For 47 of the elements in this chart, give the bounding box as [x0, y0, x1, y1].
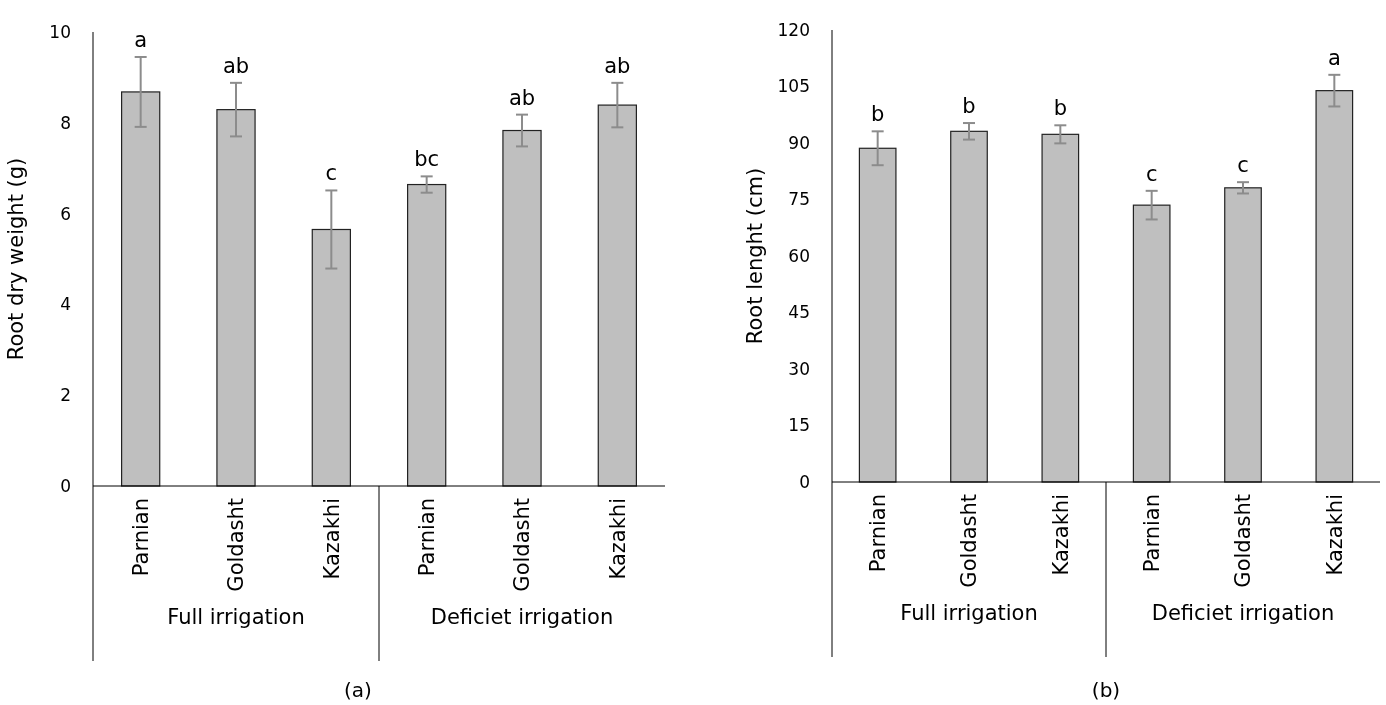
x-tick-label: Goldasht [224, 498, 249, 592]
data-label: c [1237, 153, 1249, 178]
y-tick-label: 120 [777, 19, 810, 40]
y-axis-title: Root lenght (cm) [743, 167, 767, 345]
data-label: ab [604, 53, 631, 78]
x-tick-label: Goldasht [957, 494, 982, 588]
y-tick-label: 6 [60, 203, 71, 224]
y-tick-label: 90 [788, 132, 810, 153]
data-label: b [870, 102, 885, 127]
y-tick-label: 0 [799, 471, 810, 492]
y-tick-label: 8 [60, 112, 71, 133]
y-tick-label: 75 [788, 189, 810, 210]
x-tick-label: Goldasht [1231, 494, 1256, 588]
text: Full irrigation [900, 601, 1038, 625]
data-label: ab [222, 53, 250, 78]
data-label: a [134, 27, 148, 52]
text: (a) [344, 678, 372, 702]
text: Deficiet irrigation [1151, 601, 1335, 625]
text: Deficiet irrigation [430, 605, 614, 629]
y-tick-label: 45 [788, 302, 810, 323]
x-tick-label: Parnian [129, 498, 154, 577]
y-tick-label: 105 [777, 76, 810, 97]
x-tick-label: Kazakhi [1048, 494, 1073, 576]
y-tick-label: 60 [788, 245, 810, 266]
x-tick-label: Kazakhi [319, 498, 344, 580]
data-label: c [1145, 161, 1158, 186]
data-label: c [325, 161, 338, 186]
y-axis-title: Root dry weight (g) [4, 157, 28, 361]
x-tick-label: Parnian [1140, 494, 1165, 573]
y-tick-label: 10 [49, 21, 71, 42]
data-label: b [962, 94, 976, 119]
y-tick-label: 15 [788, 415, 810, 436]
x-tick-label: Kazakhi [1322, 494, 1347, 576]
x-tick-label: Parnian [866, 494, 891, 573]
data-label: ab [508, 85, 536, 110]
x-tick-label: Parnian [415, 498, 440, 577]
data-label: a [1327, 45, 1341, 70]
x-tick-label: Goldasht [510, 498, 535, 592]
y-tick-label: 4 [60, 294, 71, 315]
y-tick-label: 0 [60, 475, 71, 496]
data-label: b [1053, 96, 1068, 121]
y-tick-label: 2 [60, 385, 71, 406]
text: (b) [1091, 678, 1121, 702]
y-tick-label: 30 [788, 358, 810, 379]
data-label: bc [414, 147, 440, 172]
x-tick-label: Kazakhi [605, 498, 630, 580]
text: Full irrigation [167, 605, 305, 629]
